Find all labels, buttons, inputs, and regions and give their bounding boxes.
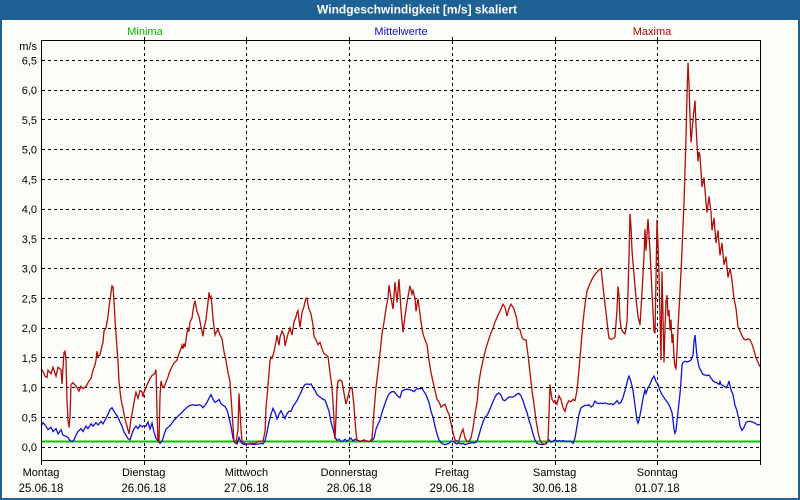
svg-text:01.07.18: 01.07.18 <box>635 483 680 495</box>
svg-text:Mittwoch: Mittwoch <box>225 467 268 479</box>
svg-text:1,0: 1,0 <box>22 383 37 395</box>
svg-text:3,0: 3,0 <box>22 264 37 276</box>
svg-text:4,0: 4,0 <box>22 204 37 216</box>
svg-text:30.06.18: 30.06.18 <box>532 483 577 495</box>
svg-text:Samstag: Samstag <box>533 467 576 479</box>
svg-text:6,5: 6,5 <box>22 56 37 68</box>
svg-text:25.06.18: 25.06.18 <box>19 483 64 495</box>
svg-text:2,5: 2,5 <box>22 293 37 305</box>
svg-text:5,0: 5,0 <box>22 145 37 157</box>
svg-text:26.06.18: 26.06.18 <box>121 483 166 495</box>
svg-text:6,0: 6,0 <box>22 85 37 97</box>
svg-text:Maxima: Maxima <box>633 26 672 38</box>
svg-text:1,5: 1,5 <box>22 353 37 365</box>
svg-text:Mittelwerte: Mittelwerte <box>374 26 427 38</box>
svg-text:0,0: 0,0 <box>22 442 37 454</box>
svg-text:Freitag: Freitag <box>435 467 469 479</box>
svg-text:28.06.18: 28.06.18 <box>327 483 372 495</box>
svg-text:Windgeschwindigkeit [m/s] skal: Windgeschwindigkeit [m/s] skaliert <box>317 3 517 17</box>
svg-text:Donnerstag: Donnerstag <box>321 467 378 479</box>
svg-text:3,5: 3,5 <box>22 234 37 246</box>
svg-text:29.06.18: 29.06.18 <box>430 483 475 495</box>
svg-text:5,5: 5,5 <box>22 115 37 127</box>
svg-text:4,5: 4,5 <box>22 174 37 186</box>
svg-text:0,5: 0,5 <box>22 412 37 424</box>
svg-text:Sonntag: Sonntag <box>637 467 678 479</box>
svg-text:27.06.18: 27.06.18 <box>224 483 269 495</box>
svg-text:m/s: m/s <box>19 41 37 53</box>
svg-text:Dienstag: Dienstag <box>122 467 165 479</box>
svg-text:Minima: Minima <box>127 26 163 38</box>
svg-text:Montag: Montag <box>23 467 60 479</box>
svg-text:2,0: 2,0 <box>22 323 37 335</box>
